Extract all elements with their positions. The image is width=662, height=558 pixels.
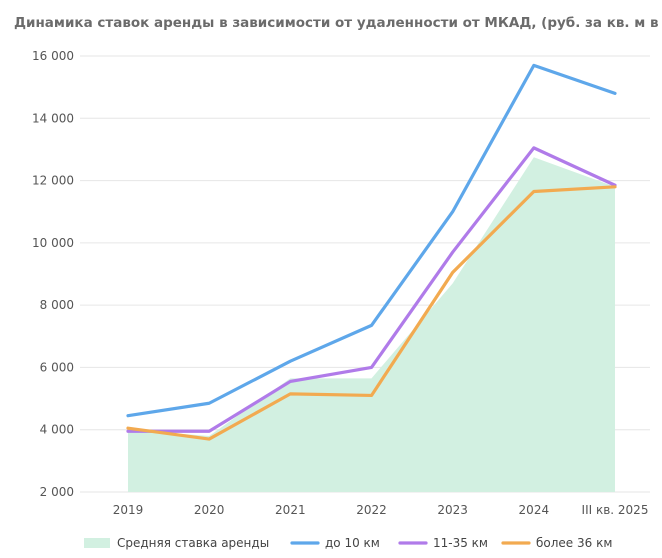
y-tick-label: 12 000	[32, 174, 74, 188]
legend-label-1: до 10 км	[325, 536, 380, 550]
y-tick-label: 2 000	[40, 485, 74, 499]
lines-layer	[126, 63, 617, 441]
legend-label-2: 11-35 км	[433, 536, 488, 550]
y-tick-label: 4 000	[40, 423, 74, 437]
y-tick-label: 16 000	[32, 49, 74, 63]
y-tick-label: 14 000	[32, 111, 74, 125]
legend-label-area: Средняя ставка аренды	[117, 536, 269, 550]
x-tick-label: 2024	[519, 503, 550, 517]
legend: Средняя ставка аренды до 10 км 11-35 км бол…	[84, 536, 612, 550]
area-layer	[128, 157, 615, 492]
series-line-3	[126, 185, 617, 441]
y-tick-label: 8 000	[40, 298, 74, 312]
series-line-2	[126, 146, 617, 433]
chart-title: Динамика ставок аренды в зависимости от …	[14, 15, 662, 31]
x-axis: 2019 2020 2021 2022 2023 2024 III кв. 2025	[113, 503, 649, 517]
y-tick-label: 10 000	[32, 236, 74, 250]
area-average-rent	[128, 157, 615, 492]
x-tick-label: 2020	[194, 503, 225, 517]
x-tick-label: 2019	[113, 503, 144, 517]
x-tick-label: 2021	[275, 503, 306, 517]
y-axis: 2 000 4 000 6 000 8 000 10 000 12 000 14 000 16…	[32, 49, 74, 499]
series-line-1	[126, 63, 617, 418]
legend-label-3: более 36 км	[536, 536, 612, 550]
y-tick-label: 6 000	[40, 360, 74, 374]
x-tick-label: 2023	[437, 503, 468, 517]
x-tick-label: 2022	[356, 503, 387, 517]
legend-swatch-area	[84, 538, 110, 548]
x-tick-label: III кв. 2025	[582, 503, 649, 517]
